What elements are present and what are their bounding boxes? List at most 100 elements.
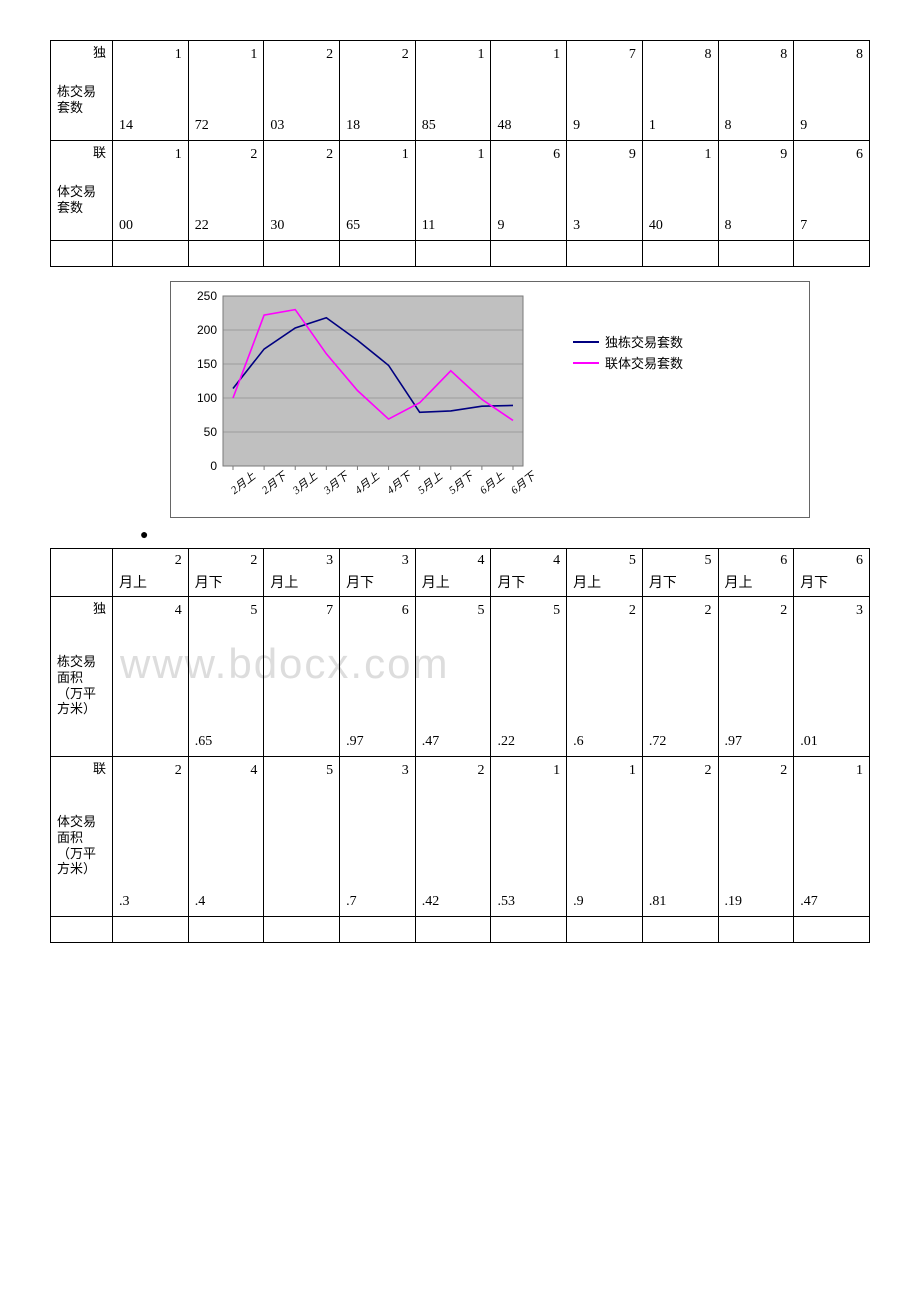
cell-lead: 7 [629,47,636,63]
cell-lead: 3 [402,763,409,779]
data-cell: 89 [794,41,870,141]
cell-rest: 月下 [346,572,374,592]
cell-rest: .72 [649,734,667,750]
cell-rest: 65 [346,218,360,234]
cell-lead: 3 [402,553,409,569]
data-cell: 203 [264,41,340,141]
cell-lead: 5 [705,553,712,569]
table-row: 独 栋交易套数 114 172 203 218 185 148 79 81 88… [51,41,870,141]
data-cell: 2.97 [718,597,794,757]
data-cell: 4.4 [188,757,264,917]
cell-lead: 1 [553,47,560,63]
cell-lead: 1 [629,763,636,779]
cell-lead: 1 [402,147,409,163]
column-header: 4月下 [491,549,567,597]
svg-text:50: 50 [204,425,218,439]
data-cell: 79 [567,41,643,141]
cell-rest: 9 [497,218,504,234]
cell-lead: 2 [705,763,712,779]
cell-rest: .9 [573,894,584,910]
cell-lead: 4 [477,553,484,569]
cell-rest: 月下 [497,572,525,592]
legend-item: 独栋交易套数 [573,332,683,351]
cell-rest: 月下 [800,572,828,592]
data-cell: 1 14 [113,41,189,141]
data-cell: 5.47 [415,597,491,757]
cell-rest: 8 [725,218,732,234]
cell-rest: .97 [725,734,743,750]
cell-rest: 月下 [195,572,223,592]
table-row: 独 栋交易面积（万平方米） 4 5.65 7 6.97 5.47 5.22 2.… [51,597,870,757]
cell-lead: 2 [629,603,636,619]
svg-text:0: 0 [210,459,217,470]
cell-lead: 6 [780,553,787,569]
table-row-empty [51,241,870,267]
svg-text:150: 150 [197,357,217,371]
data-cell: 2.42 [415,757,491,917]
cell-lead: 1 [175,47,182,63]
cell-rest: 月上 [270,572,298,592]
cell-rest: 9 [800,118,807,134]
cell-lead: 6 [856,147,863,163]
data-cell: 2.72 [642,597,718,757]
cell-lead: 1 [705,147,712,163]
line-chart-container: 050100150200250 2月上2月下3月上3月下4月上4月下5月上5月下… [170,281,810,518]
legend-item: 联体交易套数 [573,353,683,372]
cell-lead: 2 [175,763,182,779]
label-rest: 栋交易套数 [57,66,106,115]
cell-rest: 8 [725,118,732,134]
cell-lead: 7 [326,603,333,619]
data-cell: 111 [415,141,491,241]
cell-rest: 22 [195,218,209,234]
legend-swatch [573,341,599,343]
data-cell: 93 [567,141,643,241]
data-cell: 2.3 [113,757,189,917]
chart-legend: 独栋交易套数 联体交易套数 [573,330,683,374]
data-cell: 69 [491,141,567,241]
cell-rest: .81 [649,894,667,910]
label-rest: 体交易套数 [57,166,106,215]
cell-lead: 1 [856,763,863,779]
cell-lead: 2 [780,603,787,619]
cell-lead: 8 [705,47,712,63]
data-cell: 98 [718,141,794,241]
cell-rest: 72 [195,118,209,134]
svg-text:200: 200 [197,323,217,337]
data-cell: 7 [264,597,340,757]
cell-lead: 1 [250,47,257,63]
cell-rest: 00 [119,218,133,234]
row-label: 独 栋交易套数 [51,41,113,141]
cell-rest: .53 [497,894,515,910]
cell-rest: 18 [346,118,360,134]
cell-rest: 14 [119,118,133,134]
cell-lead: 2 [326,47,333,63]
cell-rest: 7 [800,218,807,234]
label-lead: 联 [93,145,106,161]
cell-lead: 1 [477,147,484,163]
cell-lead: 2 [477,763,484,779]
label-rest: 栋交易面积（万平方米） [57,636,106,716]
cell-lead: 2 [705,603,712,619]
cell-lead: 2 [175,553,182,569]
cell-rest: .19 [725,894,743,910]
legend-label: 独栋交易套数 [605,332,683,351]
cell-rest: .47 [800,894,818,910]
table-transaction-area: 2月上 2月下 3月上 3月下 4月上 4月下 5月上 5月下 6月上 6月下 … [50,548,870,943]
legend-swatch [573,362,599,364]
data-cell: 1 72 [188,41,264,141]
data-cell: 88 [718,41,794,141]
cell-lead: 4 [175,603,182,619]
column-header: 6 月上 [718,549,794,597]
column-header: 2月下 [188,549,264,597]
bullet-marker: ● [140,528,870,544]
cell-lead: 2 [402,47,409,63]
data-cell: 2.19 [718,757,794,917]
label-rest: 体交易面积（万平方米） [57,796,106,876]
row-label: 独 栋交易面积（万平方米） [51,597,113,757]
column-header: 5月上 [567,549,643,597]
data-cell: 140 [642,141,718,241]
svg-text:250: 250 [197,290,217,303]
cell-rest: .65 [195,734,213,750]
cell-rest: 月上 [725,572,753,592]
cell-rest: .6 [573,734,584,750]
